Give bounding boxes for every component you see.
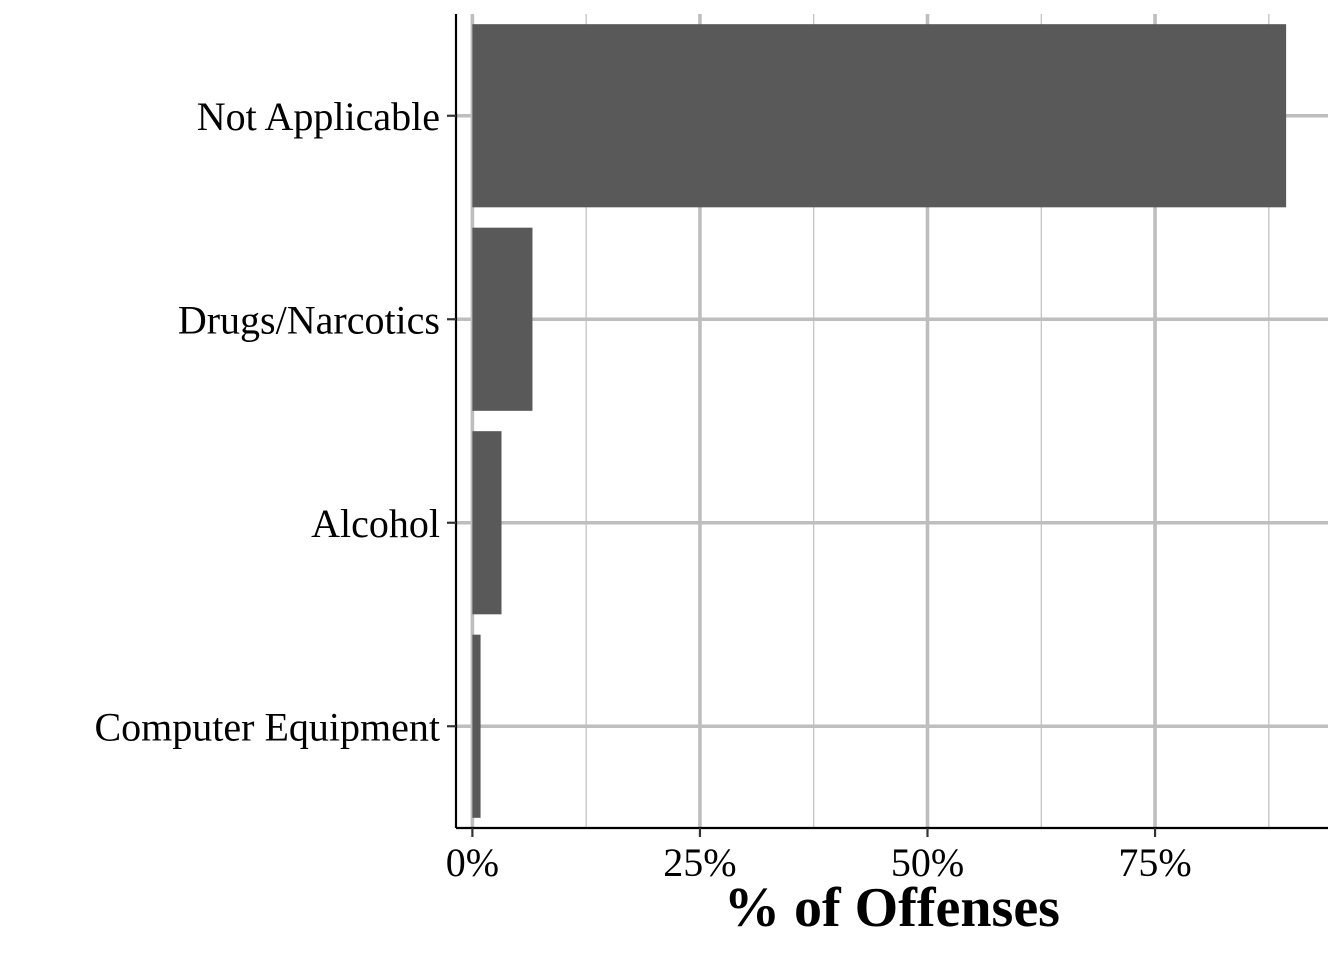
bar-3: [472, 634, 481, 818]
y-tick-label-0: Not Applicable: [197, 94, 440, 139]
x-tick-label-1: 25%: [663, 840, 736, 885]
bar-1: [472, 227, 533, 411]
y-axis-ticks: Not Applicable Drugs/Narcotics Alcohol Comp…: [94, 94, 456, 749]
x-tick-label-3: 75%: [1118, 840, 1191, 885]
y-tick-label-1: Drugs/Narcotics: [178, 297, 440, 342]
bars: [472, 24, 1287, 818]
x-axis-title: % of Offenses: [724, 877, 1060, 939]
y-tick-label-2: Alcohol: [311, 501, 440, 546]
x-tick-label-2: 50%: [891, 840, 964, 885]
bar-2: [472, 431, 502, 615]
y-tick-label-3: Computer Equipment: [94, 704, 440, 749]
x-tick-label-0: 0%: [446, 840, 499, 885]
bar-0: [472, 24, 1287, 208]
x-axis-ticks: 0% 25% 50% 75%: [446, 828, 1192, 885]
axes: [454, 14, 1328, 830]
